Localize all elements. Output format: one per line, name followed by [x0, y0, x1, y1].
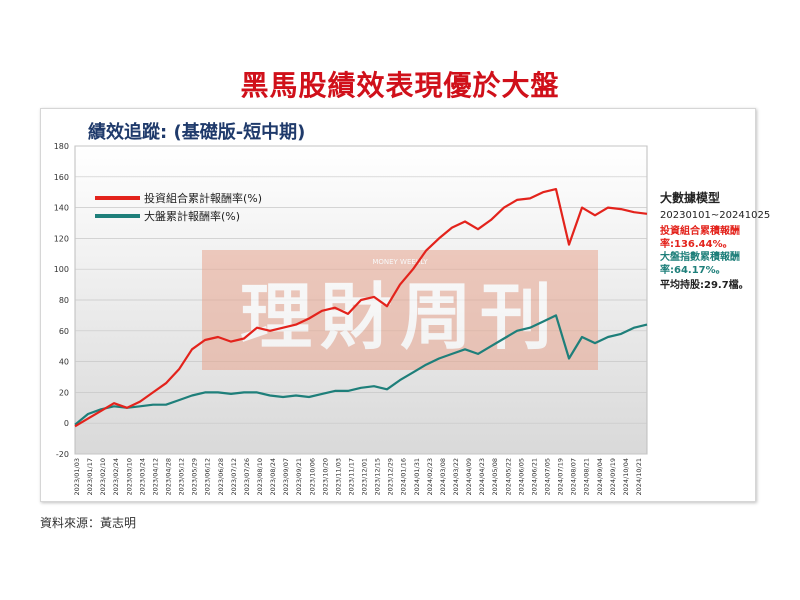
- x-tick-label: 2024/07/19: [557, 458, 565, 495]
- y-tick-label: -20: [56, 450, 69, 459]
- y-tick-label: 80: [59, 296, 69, 305]
- x-tick-label: 2023/06/28: [217, 458, 225, 495]
- x-axis-ticks: 2023/01/03 2023/01/17 2023/02/10 2023/02/24…: [73, 458, 643, 495]
- x-tick-label: 2023/01/17: [86, 458, 94, 495]
- chart-title: 績效追蹤: (基礎版-短中期): [88, 122, 306, 143]
- y-tick-label: 20: [59, 388, 69, 397]
- y-tick-label: 120: [54, 234, 69, 243]
- x-tick-label: 2023/06/12: [204, 458, 212, 495]
- x-tick-label: 2023/04/28: [164, 458, 172, 495]
- x-tick-label: 2023/03/10: [125, 458, 133, 495]
- x-tick-label: 2024/04/23: [478, 458, 486, 495]
- x-tick-label: 2023/07/12: [230, 458, 238, 495]
- x-tick-label: 2023/12/01: [361, 458, 369, 495]
- avg-holding-text: 平均持股:29.7檔。: [660, 280, 749, 291]
- x-tick-label: 2023/12/15: [374, 458, 382, 495]
- x-tick-label: 2024/10/04: [622, 458, 630, 495]
- x-tick-label: 2023/05/29: [191, 458, 199, 495]
- x-tick-label: 2024/10/21: [635, 458, 643, 495]
- index-return-text: 大盤指數累積報酬率:64.17%。: [660, 252, 740, 276]
- y-tick-label: 180: [54, 142, 69, 151]
- model-summary: 大數據模型 20230101~20241025 投資組合累積報酬率:136.44…: [660, 192, 790, 292]
- x-tick-label: 2023/08/24: [269, 458, 277, 495]
- x-tick-label: 2024/05/22: [504, 458, 512, 495]
- x-tick-label: 2023/01/03: [73, 458, 81, 495]
- portfolio-return-line: [74, 187, 648, 428]
- watermark-title: 理財周刊: [240, 274, 560, 359]
- y-tick-label: 140: [54, 204, 69, 213]
- y-tick-label: 0: [64, 419, 69, 428]
- x-tick-label: 2023/09/07: [282, 458, 290, 495]
- x-tick-label: 2023/08/10: [256, 458, 264, 495]
- y-axis-ticks: -20 0 20 40 60 80 100 120 140 160 180: [54, 142, 69, 459]
- y-tick-label: 160: [54, 173, 69, 182]
- x-tick-label: 2023/02/10: [99, 458, 107, 495]
- watermark: MONEY WEEKLY 理財周刊: [202, 250, 598, 370]
- x-tick-label: 2024/03/22: [452, 458, 460, 495]
- legend: 投資組合累計報酬率(%) 大盤累計報酬率(%): [95, 191, 262, 223]
- watermark-subtitle: MONEY WEEKLY: [372, 258, 428, 266]
- x-tick-label: 2023/02/24: [112, 458, 120, 495]
- x-tick-label: 2024/04/09: [465, 458, 473, 495]
- model-date-range: 20230101~20241025: [660, 210, 771, 221]
- watermark-box: [202, 250, 598, 370]
- x-tick-label: 2024/08/21: [583, 458, 591, 495]
- x-tick-label: 2024/01/16: [400, 458, 408, 495]
- x-tick-label: 2023/04/12: [151, 458, 159, 495]
- legend-label: 投資組合累計報酬率(%): [144, 191, 262, 205]
- chart-plot: MONEY WEEKLY 理財周刊 -20 0 20 40 60 80 100 120 140 1…: [54, 142, 648, 495]
- x-tick-label: 2023/10/06: [308, 458, 316, 495]
- portfolio-return-text: 投資組合累積報酬率:136.44%。: [660, 226, 740, 250]
- series-lines: [74, 187, 648, 428]
- x-tick-label: 2024/05/08: [491, 458, 499, 495]
- x-tick-label: 2024/06/21: [530, 458, 538, 495]
- x-tick-label: 2023/07/26: [243, 458, 251, 495]
- x-tick-label: 2024/02/23: [426, 458, 434, 495]
- x-tick-label: 2023/09/21: [295, 458, 303, 495]
- model-name: 大數據模型: [660, 191, 721, 205]
- x-tick-label: 2024/03/08: [439, 458, 447, 495]
- x-tick-label: 2024/06/05: [517, 458, 525, 495]
- x-tick-label: 2023/11/17: [347, 458, 355, 495]
- x-tick-label: 2024/01/31: [413, 458, 421, 495]
- x-tick-label: 2023/10/20: [321, 458, 329, 495]
- headline: 黑馬股績效表現優於大盤: [240, 69, 560, 102]
- x-tick-label: 2023/11/03: [334, 458, 342, 495]
- x-tick-label: 2024/09/19: [609, 458, 617, 495]
- y-tick-label: 100: [54, 265, 69, 274]
- y-tick-label: 40: [59, 358, 69, 367]
- source-note: 資料來源：黃志明: [40, 516, 137, 530]
- x-tick-label: 2024/07/05: [544, 458, 552, 495]
- y-tick-label: 60: [59, 327, 69, 336]
- x-tick-label: 2024/08/07: [570, 458, 578, 495]
- x-tick-label: 2023/03/24: [138, 458, 146, 495]
- x-tick-label: 2024/09/04: [596, 458, 604, 495]
- legend-label: 大盤累計報酬率(%): [144, 209, 240, 223]
- x-tick-label: 2023/12/29: [387, 458, 395, 495]
- x-tick-label: 2023/05/12: [178, 458, 186, 495]
- index-return-line: [74, 314, 648, 426]
